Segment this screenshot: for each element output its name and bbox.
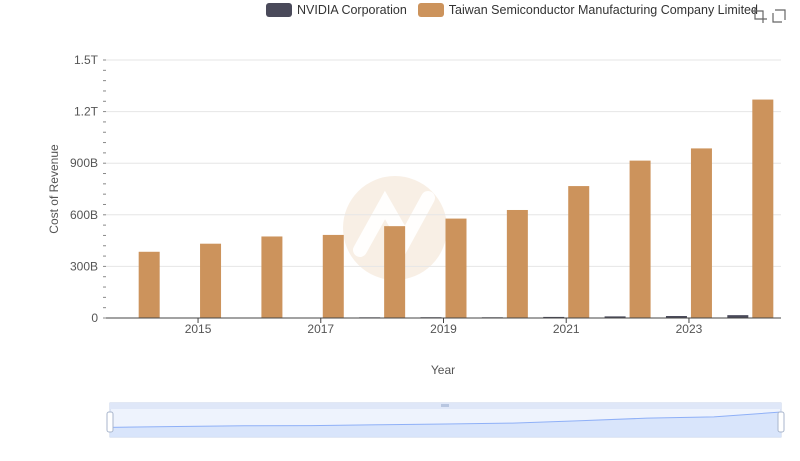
legend-item-nvidia[interactable]: NVIDIA Corporation [266,3,407,17]
bar-tsmc-2016 [261,236,283,318]
slider-handle-right[interactable] [777,411,785,433]
x-tick-label: 2019 [430,322,457,336]
bar-tsmc-2022 [629,160,651,318]
x-tick-label: 2017 [307,322,334,336]
x-tick-label: 2023 [676,322,703,336]
bar-tsmc-2017 [322,234,344,318]
y-axis-title: Cost of Revenue [47,144,61,234]
legend-label-nvidia: NVIDIA Corporation [297,3,407,17]
bar-tsmc-2021 [568,186,590,318]
watermark-mark [353,190,435,257]
bar-tsmc-2020 [506,209,528,318]
x-tick-label: 2015 [185,322,212,336]
y-tick-label: 600B [70,208,98,222]
legend-label-tsmc: Taiwan Semiconductor Manufacturing Compa… [448,3,758,17]
y-tick-label: 1.2T [74,105,99,119]
axes: 0 300B 600B 900B 1.2T 1.5T 2015 2017 2019 2021 202… [47,53,781,377]
bar-tsmc-2019 [445,218,467,318]
legend-item-tsmc[interactable]: Taiwan Semiconductor Manufacturing Compa… [417,3,758,17]
bar-tsmc-2018 [384,226,406,318]
slider-grip [441,404,449,407]
slider-area [110,412,781,437]
slider-line [109,411,782,428]
range-slider[interactable] [106,402,785,438]
x-tick-label: 2021 [553,322,580,336]
bar-nvidia-2024 [727,315,749,318]
slider-handle-left[interactable] [106,411,114,433]
bar-tsmc-2015 [200,243,222,318]
y-tick-label: 0 [91,311,98,325]
bar-tsmc-2024 [752,99,774,318]
y-tick-label: 300B [70,259,98,273]
y-tick-label: 1.5T [74,53,99,67]
bar-tsmc-2023 [690,148,712,318]
legend-swatch-nvidia [266,3,292,17]
bar-nvidia-2023 [665,316,687,318]
bar-nvidia-2022 [604,316,626,318]
toolbar [747,6,789,24]
bars [113,99,774,319]
restore-icon[interactable] [771,6,789,24]
y-tick-label: 900B [70,156,98,170]
legend: NVIDIA Corporation Taiwan Semiconductor … [266,3,769,17]
x-axis-title: Year [431,363,455,377]
zoom-icon[interactable] [750,6,768,24]
bar-tsmc-2014 [138,251,160,318]
bar-nvidia-2021 [543,316,565,318]
legend-swatch-tsmc [417,3,444,17]
